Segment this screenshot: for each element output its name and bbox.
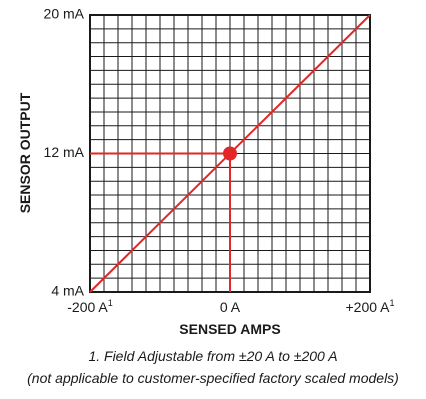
x-tick-label: +200 A1 bbox=[345, 298, 394, 315]
series bbox=[89, 14, 371, 293]
y-tick-label: 4 mA bbox=[51, 283, 84, 299]
y-tick-label: 12 mA bbox=[44, 144, 85, 160]
highlight-point bbox=[223, 146, 237, 161]
reference-lines bbox=[90, 152, 231, 292]
x-axis-title: SENSED AMPS bbox=[179, 321, 280, 337]
footnote-field-adjustable: 1. Field Adjustable from ±20 A to ±200 A bbox=[88, 348, 338, 364]
footnote-not-applicable: (not applicable to customer-specified fa… bbox=[27, 370, 399, 386]
y-axis-ticks: 20 mA 12 mA 4 mA bbox=[44, 6, 85, 299]
grid bbox=[89, 14, 371, 293]
x-axis-ticks: -200 A1 0 A +200 A1 bbox=[67, 298, 394, 315]
y-axis-title: SENSOR OUTPUT bbox=[17, 92, 33, 213]
y-tick-label: 20 mA bbox=[44, 6, 85, 22]
x-tick-label: -200 A1 bbox=[67, 298, 113, 315]
x-tick-label: 0 A bbox=[220, 299, 241, 315]
